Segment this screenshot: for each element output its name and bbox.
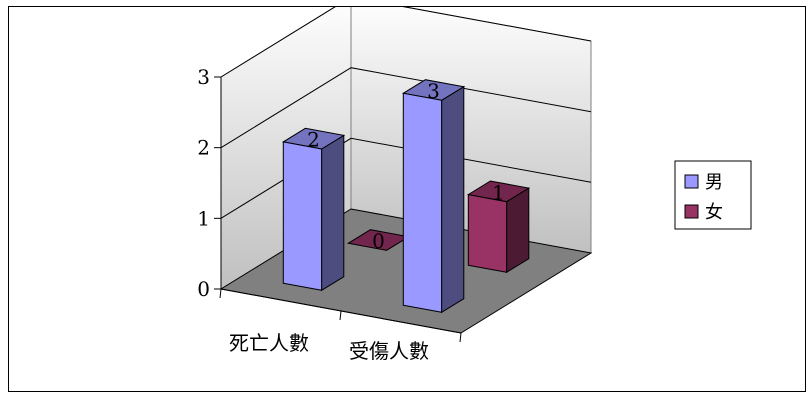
axes: 0 1 2 3 死亡人數 受傷人數 <box>197 65 462 363</box>
category-label-1: 受傷人數 <box>349 339 429 363</box>
gridline-1 <box>220 137 592 219</box>
legend-swatch-1 <box>684 204 699 219</box>
bar-0-1-front <box>402 92 443 313</box>
y-tick-label-0: 0 <box>197 277 210 301</box>
gridline-2 <box>220 67 592 149</box>
gridline-3 <box>220 7 592 78</box>
bars <box>281 79 531 314</box>
data-label-0-0: 2 <box>307 128 320 152</box>
x-tick-2 <box>459 332 462 343</box>
chart-frame: 0 1 2 3 死亡人數 受傷人數 0 1 2 3 男女 <box>8 6 806 392</box>
y-tick-label-2: 2 <box>197 136 210 160</box>
bar-1-1-side <box>506 187 530 274</box>
y-tick-label-1: 1 <box>197 206 210 230</box>
y-tick-label-3: 3 <box>197 65 210 89</box>
category-label-0: 死亡人數 <box>229 331 309 355</box>
gridlines <box>220 7 592 219</box>
bar-0-1-side <box>441 85 465 314</box>
bar-1-1-front <box>467 193 508 273</box>
bar-0-0-front <box>282 141 323 291</box>
data-labels: 0 1 2 3 <box>307 79 505 253</box>
chart-svg: 0 1 2 3 死亡人數 受傷人數 0 1 2 3 男女 <box>197 7 752 363</box>
legend-label-0: 男 <box>705 172 723 193</box>
data-label-1-0: 0 <box>372 229 385 253</box>
bar-0-0-side <box>321 134 345 292</box>
legend-label-1: 女 <box>705 202 723 223</box>
data-label-0-1: 3 <box>427 79 440 103</box>
x-tick-0 <box>219 288 222 299</box>
legend: 男女 <box>674 160 752 230</box>
legend-swatch-0 <box>684 174 699 189</box>
data-label-1-1: 1 <box>492 180 505 204</box>
x-tick-1 <box>339 310 342 321</box>
